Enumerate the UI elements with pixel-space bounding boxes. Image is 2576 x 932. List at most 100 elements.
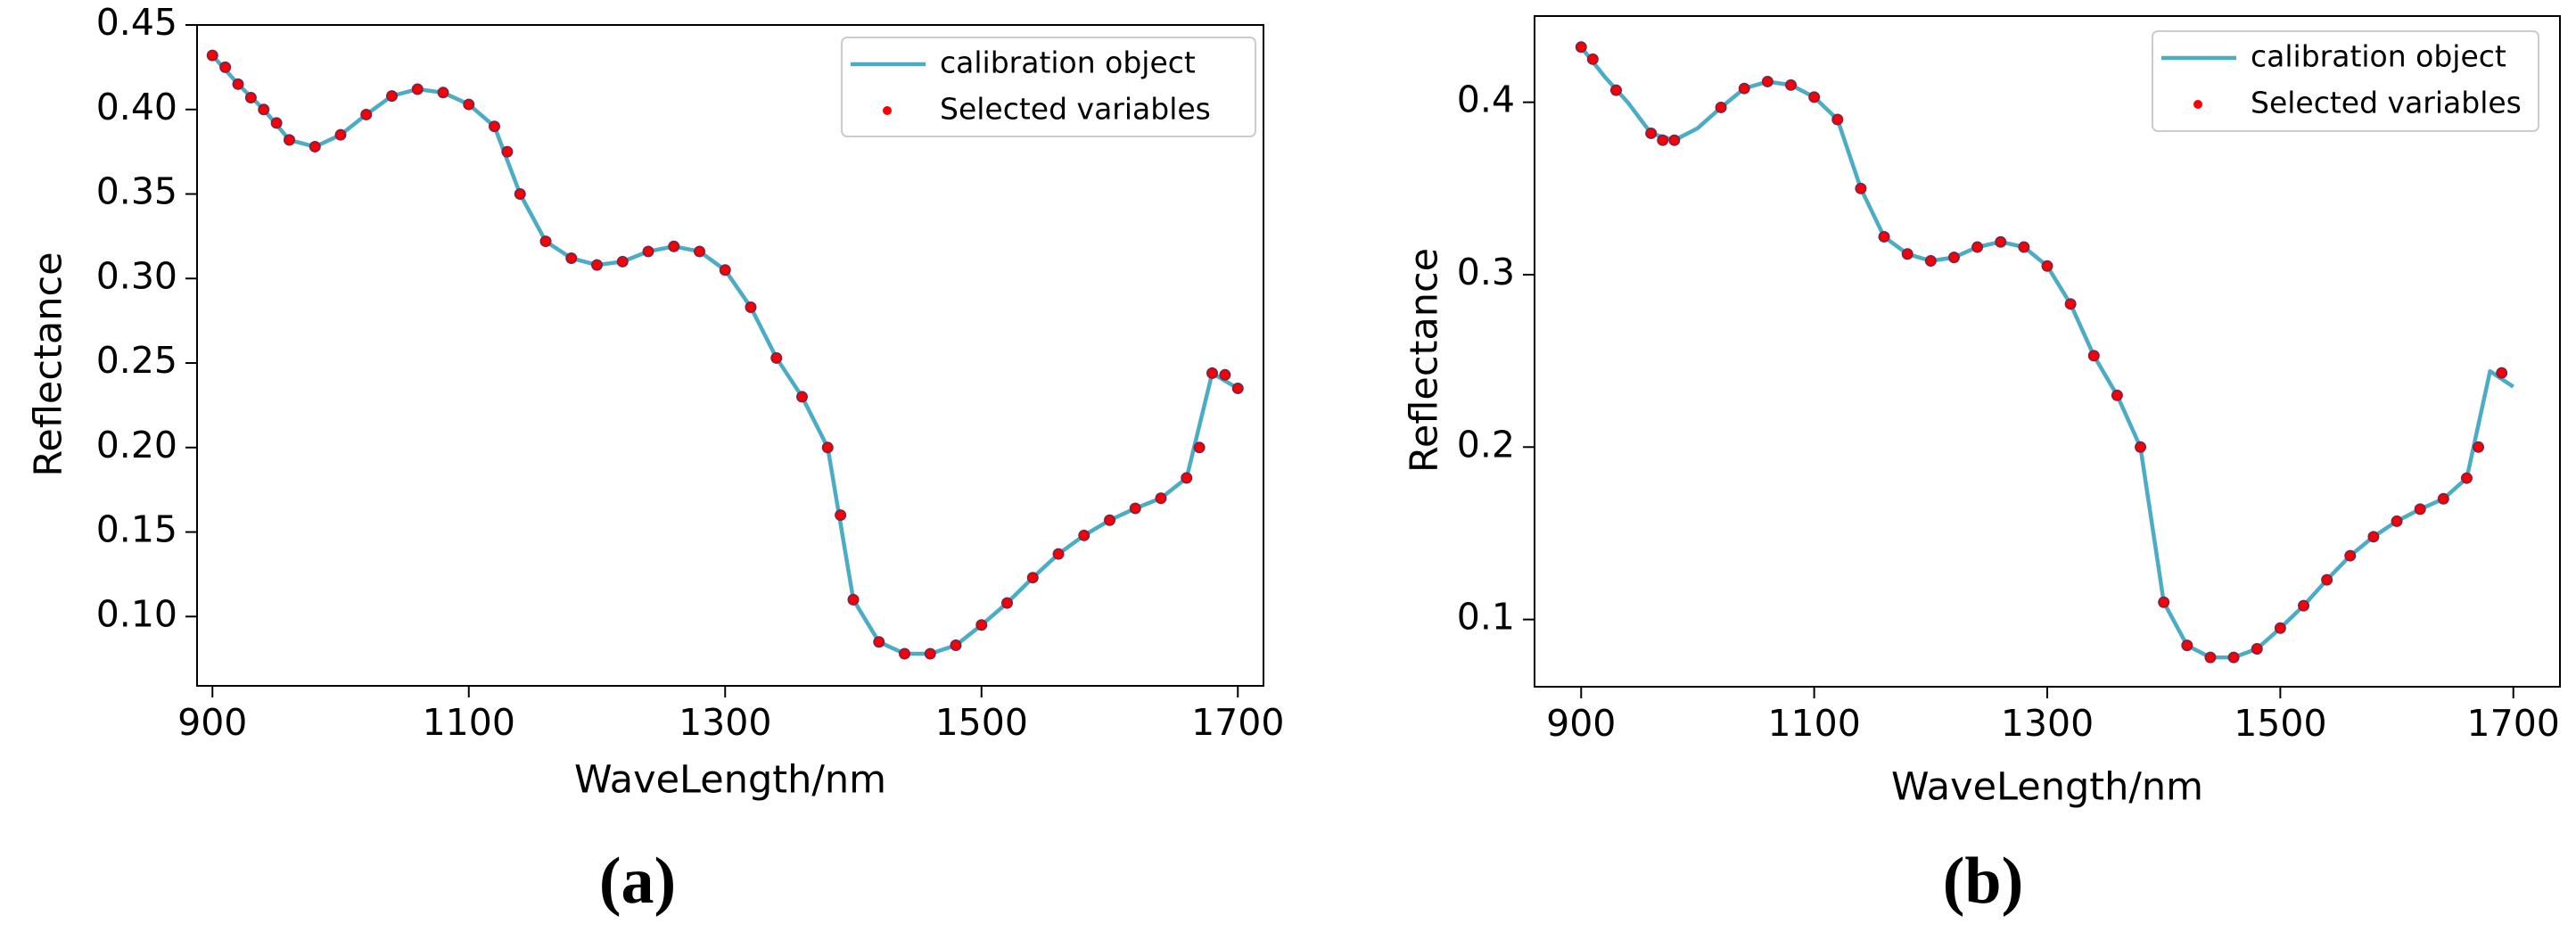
- selected-point: [1855, 182, 1867, 194]
- selected-point: [1231, 382, 1244, 394]
- selected-point: [1155, 492, 1167, 505]
- spectrum-line: [1579, 45, 2514, 660]
- panel-label: (a): [599, 845, 676, 918]
- x-tick-label: 900: [177, 701, 247, 744]
- selected-point: [1657, 134, 1669, 146]
- y-axis-label: Reflectance: [1403, 248, 1447, 473]
- selected-point: [2064, 298, 2077, 310]
- y-tick-label: 0.3: [1457, 251, 1515, 293]
- selected-point: [258, 103, 270, 116]
- legend-box: [841, 37, 1256, 137]
- selected-point: [1219, 368, 1231, 381]
- x-tick-label: 1100: [1767, 702, 1860, 745]
- selected-point: [2437, 492, 2449, 505]
- panel-label: (b): [1943, 845, 2023, 918]
- selected-point: [206, 49, 218, 62]
- selected-point: [1193, 441, 1206, 454]
- y-tick-label: 0.15: [96, 508, 177, 551]
- x-axis-label: WaveLength/nm: [574, 758, 886, 803]
- selected-point: [1645, 127, 1658, 139]
- legend-swatch: [883, 106, 892, 115]
- selected-point: [2321, 573, 2333, 586]
- selected-point: [873, 636, 885, 648]
- selected-point: [1078, 529, 1090, 541]
- selected-point: [1878, 230, 1890, 243]
- selected-point: [2227, 651, 2240, 664]
- selected-point: [1668, 134, 1681, 146]
- selected-point: [2111, 389, 2123, 401]
- x-tick-label: 900: [1546, 702, 1616, 745]
- selected-point: [1808, 91, 1821, 103]
- y-tick-label: 0.45: [96, 1, 177, 44]
- selected-point: [1761, 75, 1774, 87]
- selected-point: [1901, 248, 1913, 260]
- y-tick-label: 0.30: [96, 254, 177, 297]
- y-tick-label: 0.1: [1457, 596, 1515, 639]
- selected-point: [219, 61, 232, 73]
- selected-point: [334, 128, 347, 141]
- legend-label: calibration object: [2251, 39, 2506, 74]
- x-tick-label: 1300: [2001, 702, 2094, 745]
- selected-point: [2460, 472, 2473, 484]
- x-tick-label: 1700: [2467, 702, 2560, 745]
- selected-point: [1924, 255, 1937, 268]
- selected-point: [694, 245, 705, 258]
- x-tick-label: 1300: [679, 701, 771, 744]
- selected-point: [1831, 113, 1844, 126]
- y-tick-label: 0.35: [96, 170, 177, 213]
- selected-point: [2496, 367, 2508, 379]
- selected-point: [1104, 514, 1115, 526]
- spectrum-line: [210, 54, 1239, 656]
- y-tick-label: 0.20: [96, 424, 177, 466]
- x-tick-label: 1500: [2234, 702, 2326, 745]
- selected-point: [847, 593, 860, 606]
- selected-point: [950, 639, 962, 652]
- selected-point: [1575, 41, 1587, 54]
- selected-point: [2367, 531, 2380, 543]
- selected-point: [1026, 572, 1039, 584]
- y-tick-label: 0.25: [96, 339, 177, 382]
- selected-point: [2473, 441, 2485, 453]
- selected-point: [2181, 639, 2193, 652]
- legend-label: Selected variables: [2251, 86, 2522, 120]
- selected-point: [2135, 441, 2147, 453]
- selected-point: [770, 351, 783, 364]
- legend-label: Selected variables: [940, 92, 1211, 127]
- selected-point: [1206, 367, 1218, 379]
- selected-point: [668, 240, 680, 252]
- selected-point: [2158, 596, 2170, 608]
- selected-point: [514, 188, 526, 201]
- selected-point: [2018, 241, 2030, 253]
- selected-point: [1971, 241, 1984, 253]
- selected-point: [796, 391, 808, 403]
- x-tick-label: 1100: [423, 701, 515, 744]
- selected-point: [2298, 599, 2309, 612]
- selected-point: [1001, 597, 1013, 609]
- selected-point: [437, 87, 449, 99]
- selected-point: [360, 108, 373, 120]
- selected-point: [2251, 642, 2263, 655]
- selected-point: [565, 252, 578, 265]
- legend-label: calibration object: [940, 45, 1196, 80]
- selected-point: [539, 235, 552, 248]
- selected-point: [232, 78, 244, 90]
- selected-point: [284, 134, 295, 146]
- selected-point: [2087, 350, 2100, 362]
- selected-point: [386, 90, 398, 103]
- selected-point: [411, 83, 424, 95]
- selected-point: [1947, 252, 1960, 264]
- selected-point: [463, 98, 475, 111]
- y-tick-label: 0.10: [96, 592, 177, 635]
- selected-point: [591, 259, 603, 271]
- selected-point: [1785, 78, 1797, 91]
- selected-point: [1052, 548, 1065, 560]
- selected-point: [899, 647, 910, 660]
- selected-point: [2344, 549, 2357, 562]
- selected-point: [745, 301, 757, 313]
- x-axis-label: WaveLength/nm: [1891, 765, 2203, 810]
- selected-point: [270, 117, 283, 129]
- x-tick-label: 1700: [1191, 701, 1284, 744]
- x-tick-label: 1500: [935, 701, 1028, 744]
- selected-point: [2274, 622, 2286, 634]
